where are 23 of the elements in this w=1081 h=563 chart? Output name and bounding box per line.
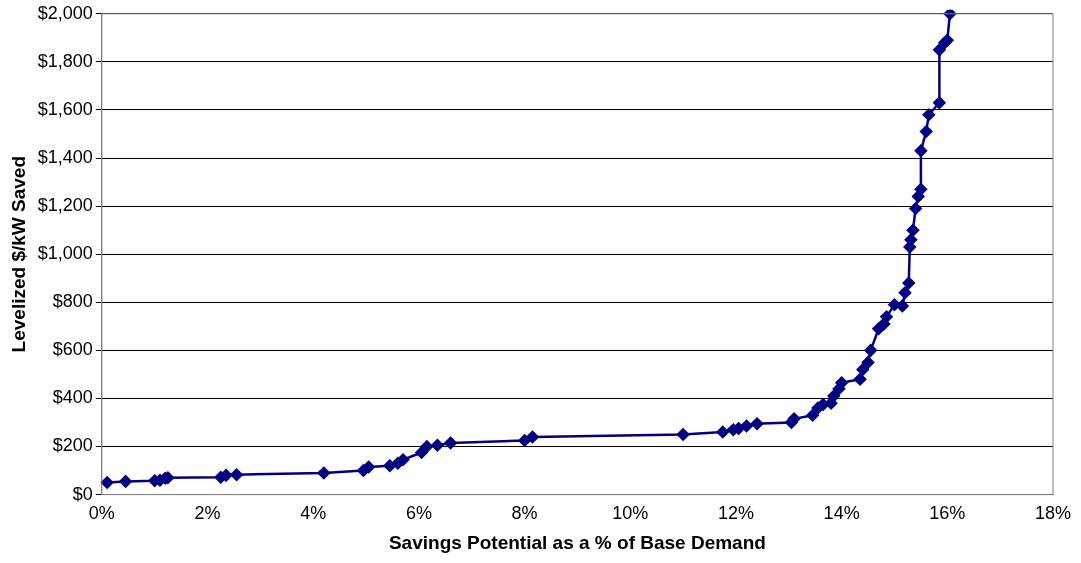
y-tick-label: $600 xyxy=(52,339,93,360)
y-tick-label: $0 xyxy=(72,483,93,504)
y-tick-label: $1,000 xyxy=(37,243,93,264)
y-axis-title: Levelized $/kW Saved xyxy=(7,155,29,353)
y-tick-label: $2,000 xyxy=(37,2,93,23)
x-tick-label: 14% xyxy=(823,503,860,524)
x-tick-label: 16% xyxy=(929,503,966,524)
x-tick-label: 2% xyxy=(194,503,221,524)
y-tick-label: $400 xyxy=(52,387,93,408)
x-tick-label: 10% xyxy=(612,503,649,524)
x-tick-label: 18% xyxy=(1034,503,1072,524)
x-tick-label: 4% xyxy=(300,503,327,524)
y-tick-label: $1,200 xyxy=(37,195,93,216)
y-tick-label: $200 xyxy=(52,435,93,456)
x-tick-label: 12% xyxy=(717,503,754,524)
x-tick-label: 8% xyxy=(511,503,538,524)
y-tick-label: $1,600 xyxy=(37,98,93,119)
x-tick-label: 6% xyxy=(405,503,432,524)
x-tick-label: 0% xyxy=(88,503,115,524)
y-tick-label: $1,400 xyxy=(37,147,93,168)
x-axis-title: Savings Potential as a % of Base Demand xyxy=(388,531,766,553)
y-tick-label: $800 xyxy=(52,291,93,312)
y-tick-label: $1,800 xyxy=(37,50,93,71)
